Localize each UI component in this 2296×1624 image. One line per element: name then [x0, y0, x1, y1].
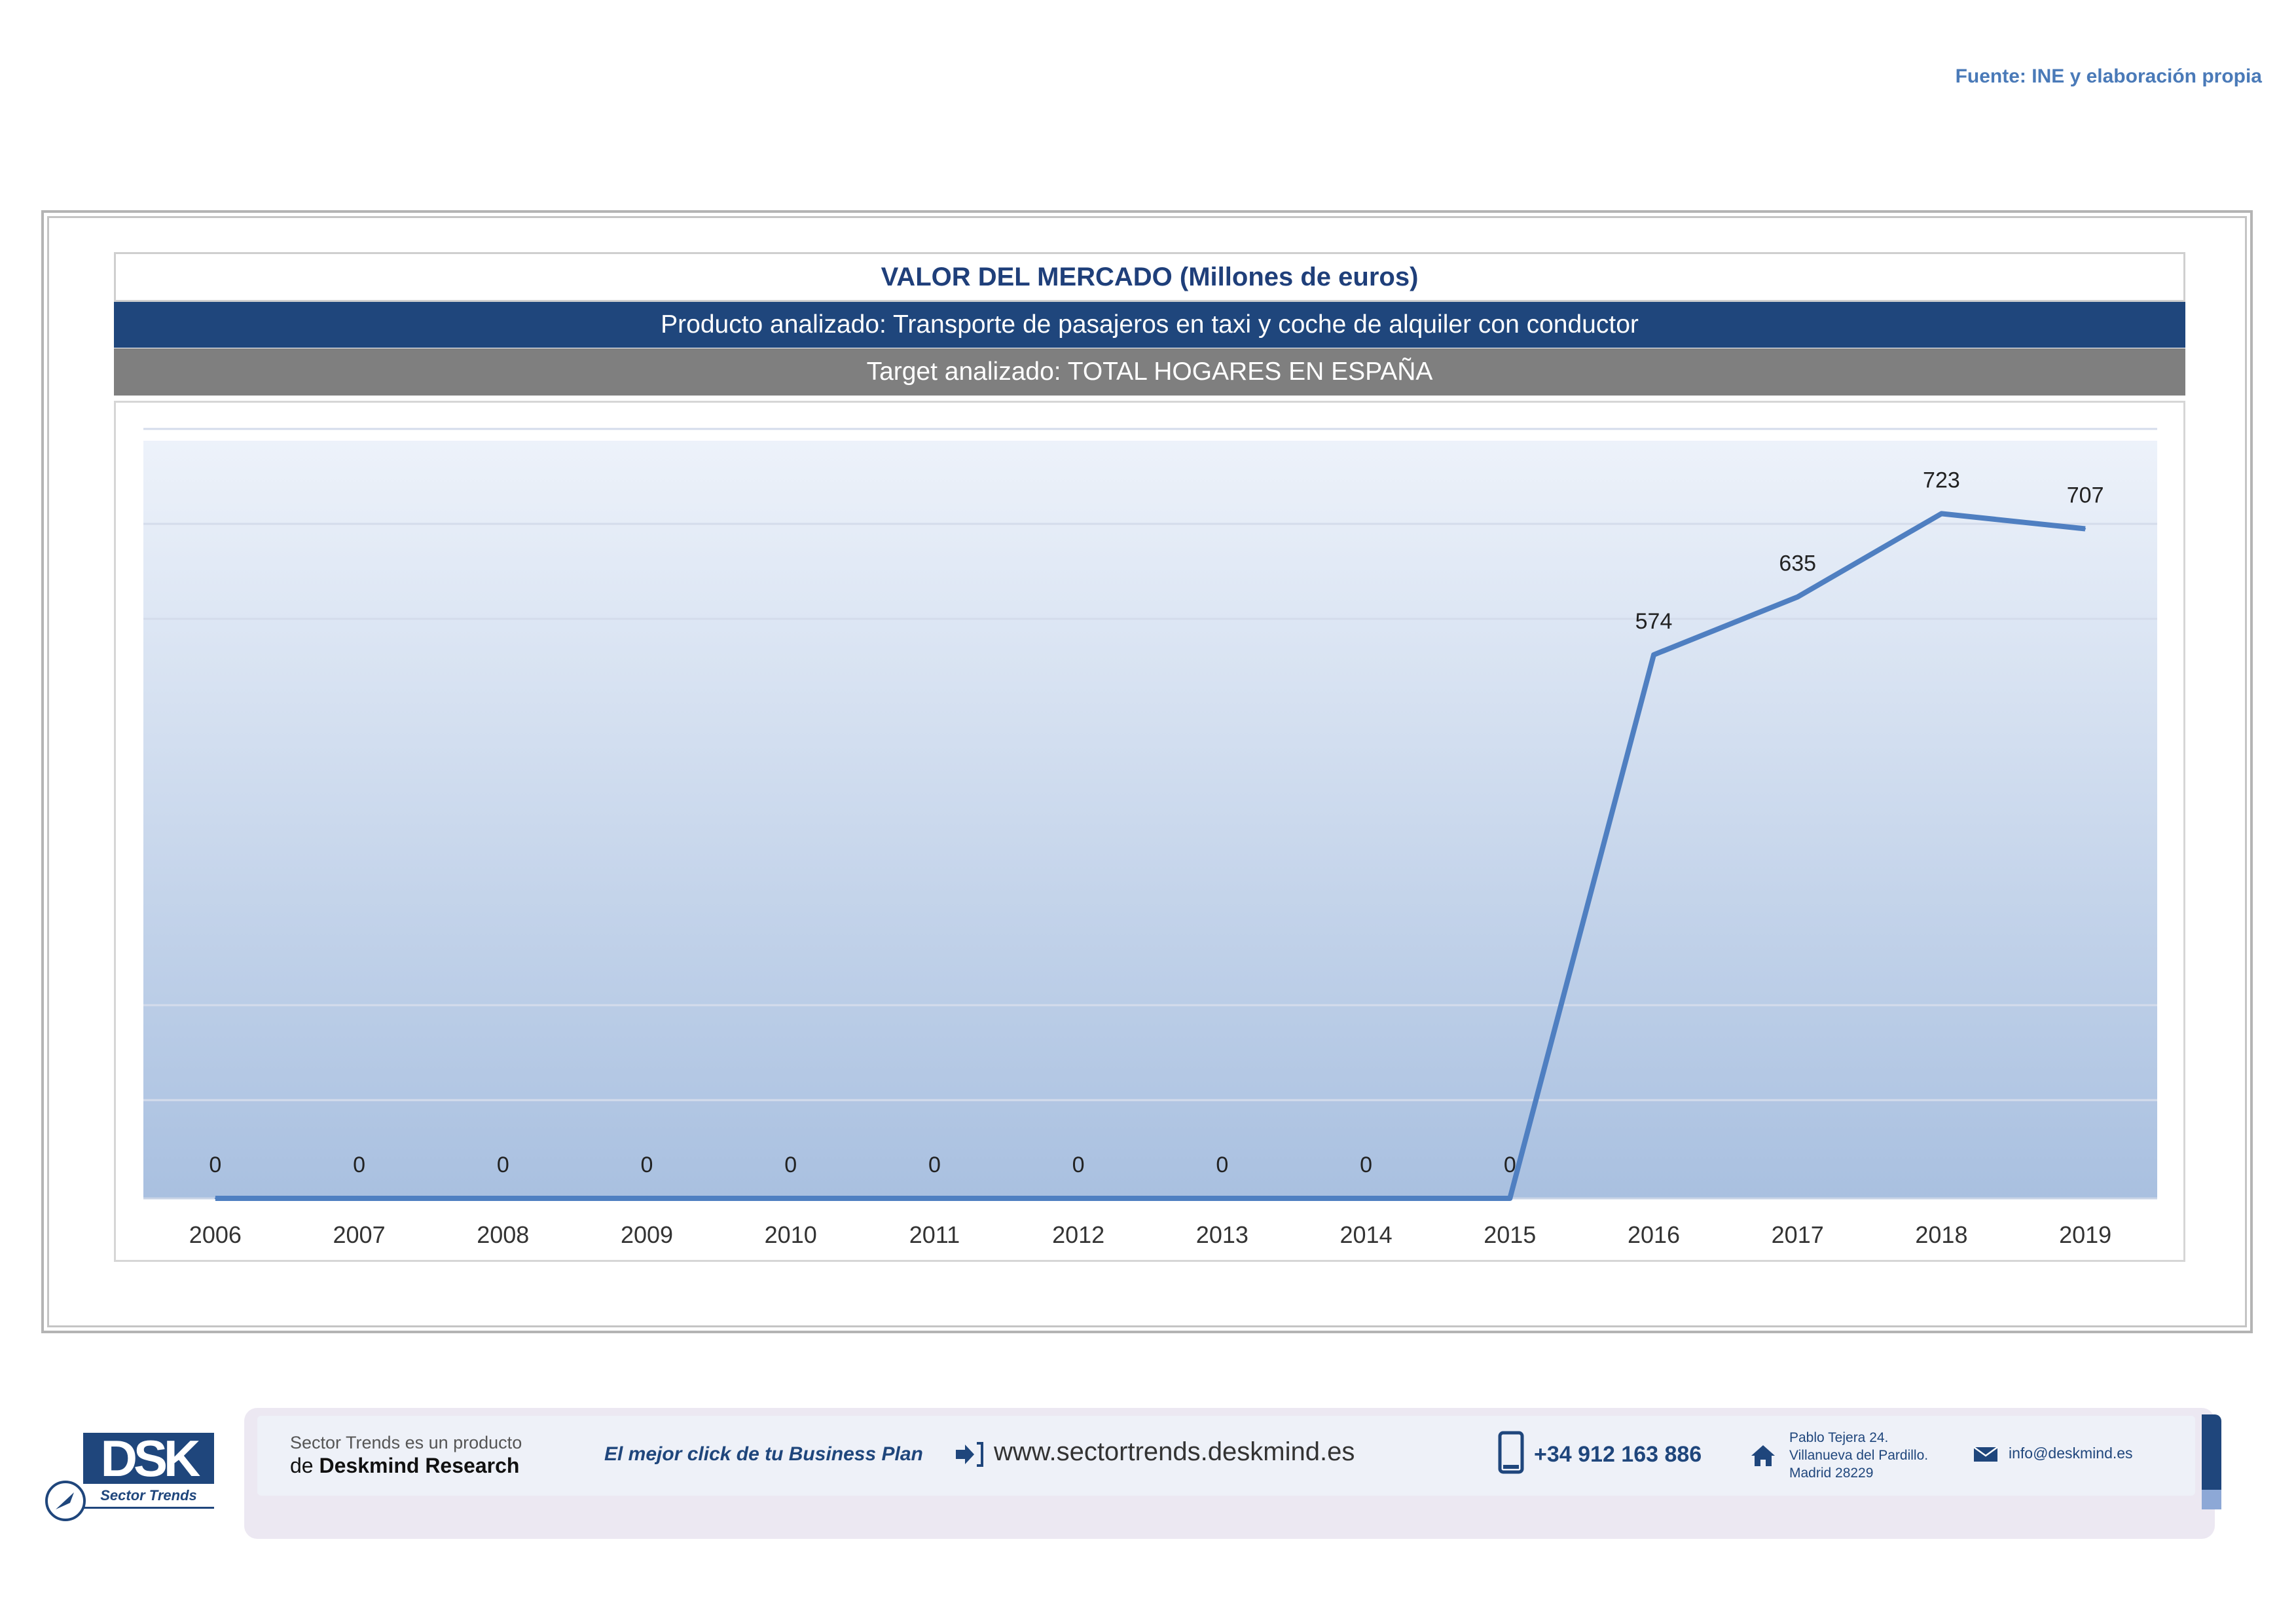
- gridlines: [143, 428, 2157, 1200]
- banner-accent: [2202, 1414, 2221, 1500]
- mail-icon: [1973, 1446, 1998, 1462]
- series-line-path: [215, 511, 2086, 1201]
- rocket-icon: [45, 1481, 86, 1521]
- arrow-right-icon: [956, 1442, 983, 1467]
- x-tick-label: 2015: [1484, 1221, 1536, 1248]
- data-label: 0: [784, 1153, 797, 1177]
- plot-background: [143, 441, 2157, 1198]
- data-label: 723: [1923, 468, 1960, 492]
- phone-icon: [1498, 1431, 1524, 1474]
- footer: DSK Sector Trends Sector Trends es un pr…: [41, 1408, 2254, 1552]
- address: Pablo Tejera 24. Villanueva del Pardillo…: [1789, 1429, 1959, 1482]
- data-point: [1941, 513, 1942, 515]
- data-point: [1653, 654, 1654, 655]
- x-tick-label: 2009: [621, 1221, 673, 1248]
- series-line: [214, 511, 2086, 1201]
- data-label: 574: [1635, 609, 1673, 634]
- x-tick-label: 2019: [2059, 1221, 2111, 1248]
- x-tick-label: 2008: [477, 1221, 529, 1248]
- brand-prefix: de: [290, 1454, 314, 1477]
- address-line-2: Villanueva del Pardillo.: [1789, 1448, 1929, 1463]
- website-link[interactable]: www.sectortrends.deskmind.es: [994, 1437, 1355, 1466]
- data-label: 0: [928, 1153, 941, 1177]
- brand-name: Deskmind Research: [319, 1454, 520, 1477]
- target-banner: Target analizado: TOTAL HOGARES EN ESPAÑ…: [114, 348, 2185, 396]
- data-label: 0: [641, 1153, 653, 1177]
- x-tick-label: 2017: [1772, 1221, 1824, 1248]
- data-point: [1221, 1198, 1223, 1199]
- x-tick-label: 2016: [1628, 1221, 1680, 1248]
- slogan: El mejor click de tu Business Plan: [604, 1443, 923, 1465]
- data-point: [790, 1198, 792, 1199]
- x-tick-label: 2012: [1052, 1221, 1104, 1248]
- chart-title: VALOR DEL MERCADO (Millones de euros): [114, 252, 2185, 302]
- data-label: 635: [1779, 551, 1816, 576]
- source-note: Fuente: INE y elaboración propia: [1955, 65, 2262, 87]
- x-tick-label: 2014: [1340, 1221, 1393, 1248]
- x-tick-label: 2011: [909, 1221, 960, 1248]
- data-point: [358, 1198, 360, 1199]
- inner-frame: [47, 216, 2247, 1327]
- logo: DSK Sector Trends: [41, 1426, 218, 1531]
- x-tick-label: 2010: [765, 1221, 817, 1248]
- product-banner: Producto analizado: Transporte de pasaje…: [114, 302, 2185, 348]
- footer-banner-inner: [257, 1416, 2195, 1496]
- data-label: 0: [1216, 1153, 1228, 1177]
- address-line-3: Madrid 28229: [1789, 1466, 1874, 1481]
- data-label: 0: [1360, 1153, 1372, 1177]
- data-point: [1365, 1198, 1367, 1199]
- email-link[interactable]: info@deskmind.es: [2009, 1445, 2133, 1462]
- data-label: 0: [353, 1153, 365, 1177]
- data-label: 0: [1504, 1153, 1516, 1177]
- banner-accent-light: [2202, 1490, 2221, 1509]
- x-tick-label: 2013: [1196, 1221, 1248, 1248]
- data-label: 707: [2067, 483, 2104, 508]
- logo-subtitle: Sector Trends: [83, 1487, 214, 1509]
- home-icon: [1751, 1445, 1775, 1466]
- data-point: [934, 1198, 936, 1199]
- data-labels: 0 0 0 0 0 0 0 0 0 0 574 635 723 707: [209, 468, 2104, 1177]
- data-label: 0: [1072, 1153, 1085, 1177]
- data-point: [214, 1198, 216, 1199]
- data-point: [1078, 1198, 1080, 1199]
- brand-line: de Deskmind Research: [290, 1454, 519, 1478]
- data-point: [1796, 596, 1798, 598]
- x-tick-label: 2007: [333, 1221, 386, 1248]
- data-point: [646, 1198, 647, 1199]
- x-tick-label: 2006: [189, 1221, 242, 1248]
- data-point: [502, 1198, 504, 1199]
- product-line: Sector Trends es un producto: [290, 1433, 522, 1452]
- data-point: [1509, 1198, 1511, 1199]
- x-axis-ticks: 2006 2007 2008 2009 2010 2011 2012 2013 2014 2015…: [189, 1221, 2111, 1248]
- chart-area: 0 0 0 0 0 0 0 0 0 0 574 635 723 707 2006 2007 2008 2009 2…: [114, 401, 2185, 1262]
- data-label: 0: [497, 1153, 509, 1177]
- phone-number[interactable]: +34 912 163 886: [1534, 1442, 1702, 1467]
- data-label: 0: [209, 1153, 221, 1177]
- logo-mark: DSK: [83, 1433, 214, 1484]
- address-line-1: Pablo Tejera 24.: [1789, 1430, 1889, 1445]
- data-point: [2085, 528, 2086, 530]
- outer-frame: [41, 210, 2253, 1333]
- x-tick-label: 2018: [1915, 1221, 1967, 1248]
